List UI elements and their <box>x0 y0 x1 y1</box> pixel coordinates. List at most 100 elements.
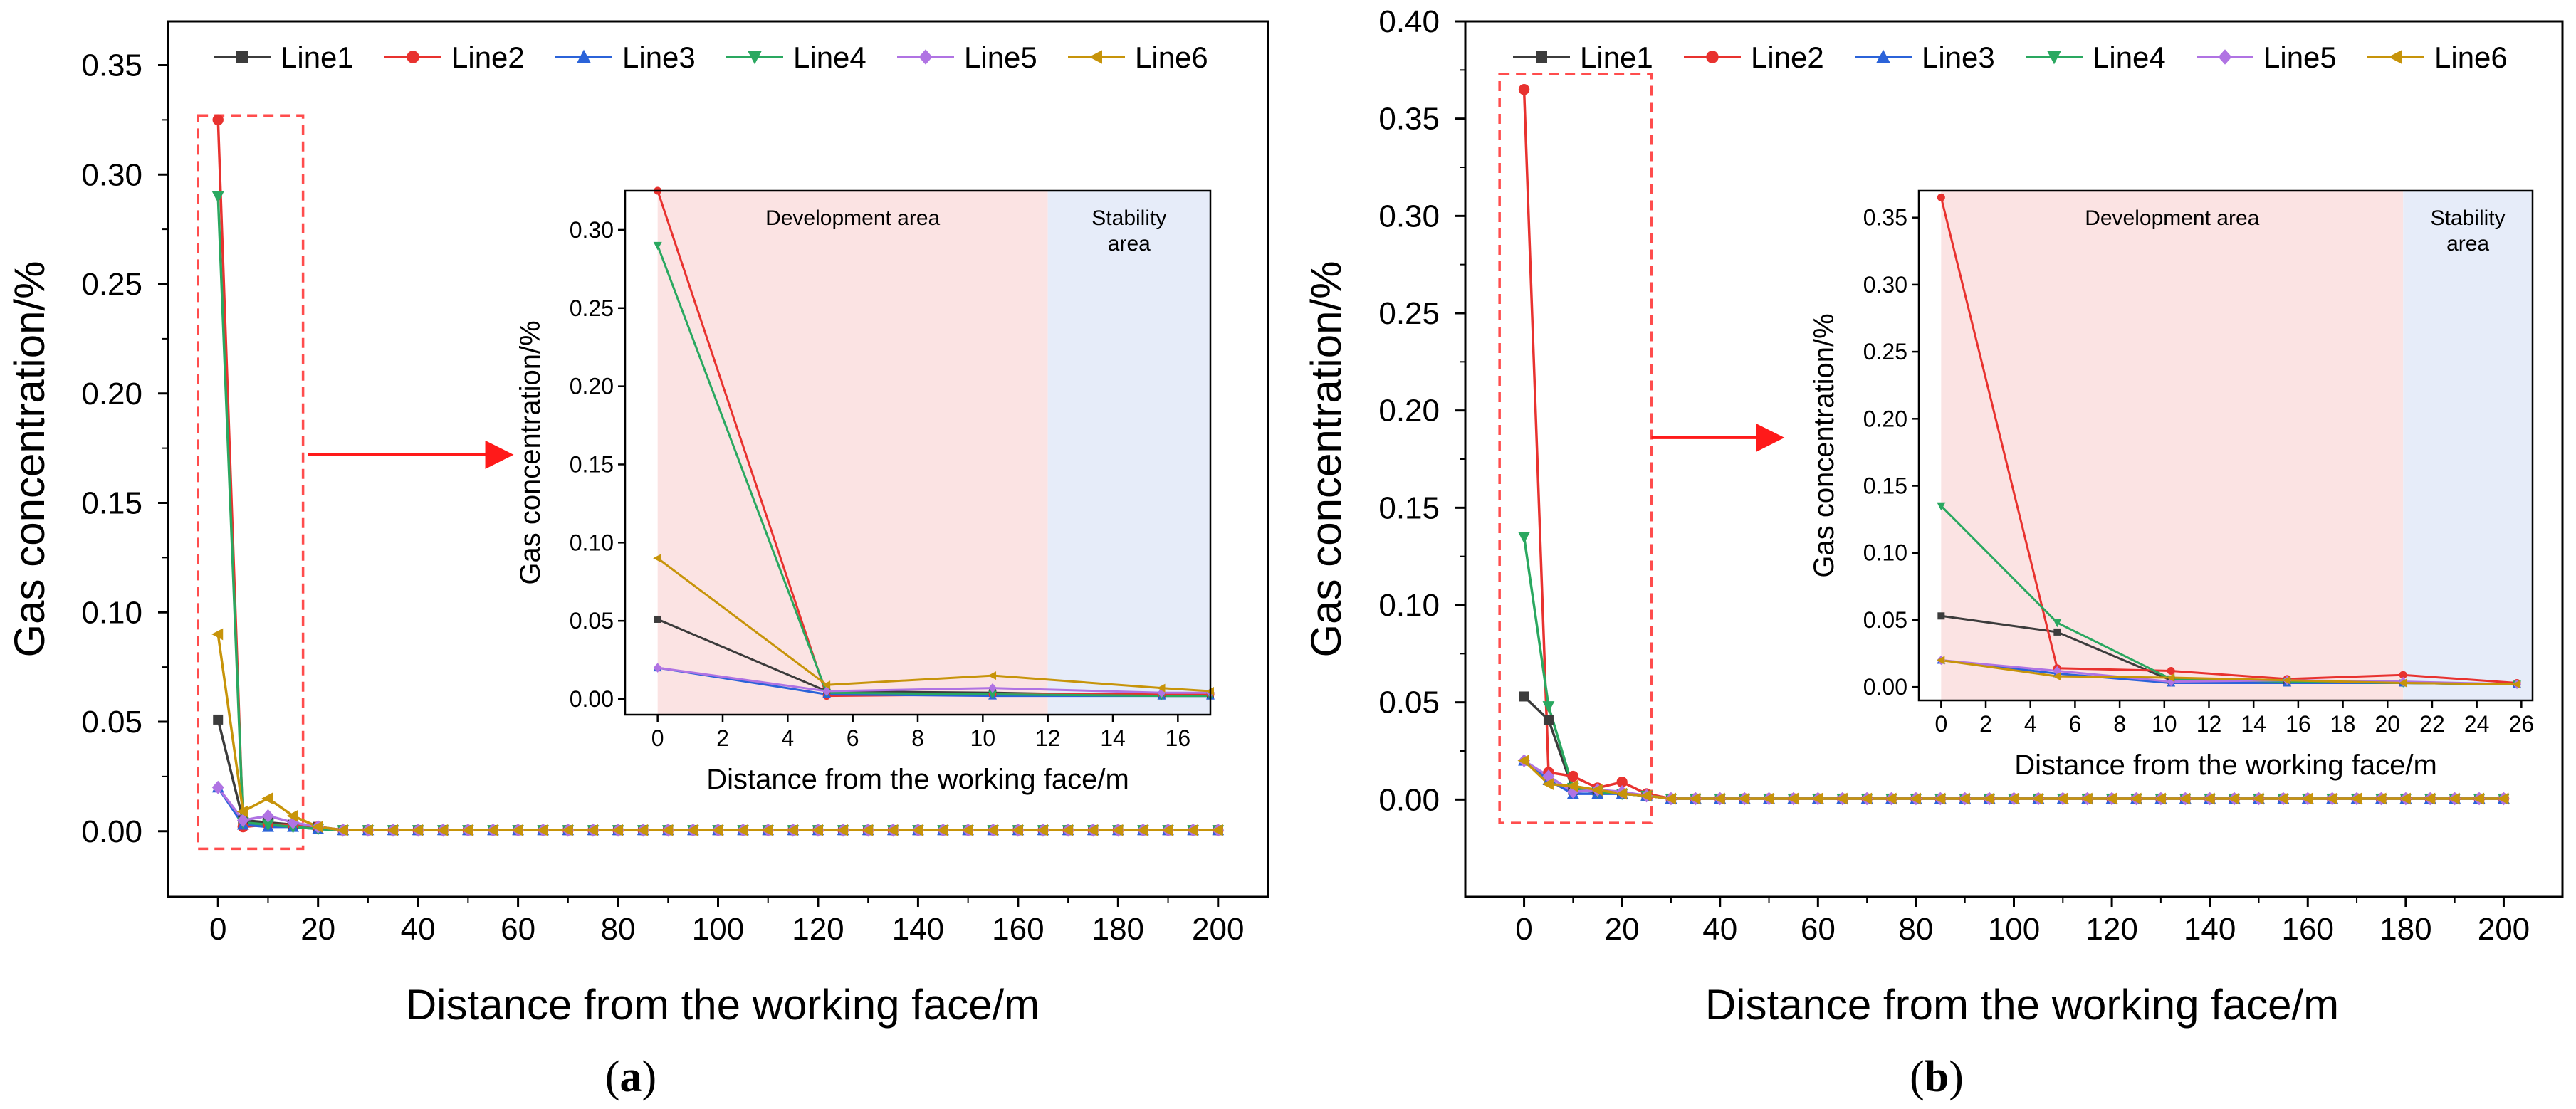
data-point-line1 <box>213 714 224 725</box>
inset-x-tick-label: 8 <box>2113 711 2126 737</box>
data-point-line2 <box>1567 770 1579 782</box>
legend-marker-line4 <box>748 51 762 65</box>
data-point-line6 <box>1087 824 1099 836</box>
legend-marker-line2 <box>1706 51 1719 63</box>
data-point-line6 <box>811 824 823 836</box>
legend-label-line3: Line3 <box>622 41 696 74</box>
legend-label-line2: Line2 <box>1751 41 1824 74</box>
inset-point-line6 <box>1936 656 1945 665</box>
inset-point-line6 <box>2052 672 2061 681</box>
data-point-line6 <box>2031 792 2043 805</box>
data-point-line6 <box>2179 792 2191 805</box>
data-point-line6 <box>2203 792 2215 805</box>
inset-point-line4 <box>1937 502 1946 511</box>
inset-y-tick-label: 0.25 <box>570 295 614 321</box>
inset-frame <box>1917 189 2534 702</box>
inset-y-tick-label: 0.00 <box>1863 674 1907 700</box>
inset-y-tick-label: 0.10 <box>570 530 614 555</box>
data-point-line6 <box>1111 824 1124 836</box>
inset-series-line-line5 <box>1941 658 2518 685</box>
inset-y-tick-label: 0.15 <box>570 451 614 477</box>
data-point-line6 <box>1640 789 1652 802</box>
inset-x-tick-label: 12 <box>1035 725 1061 751</box>
data-point-line6 <box>2007 792 2019 805</box>
y-tick-label: 0.25 <box>1378 296 1440 331</box>
data-point-line6 <box>961 824 973 836</box>
x-tick-label: 160 <box>2282 912 2334 947</box>
x-axis-label-b: Distance from the working face/m <box>1705 981 2339 1029</box>
data-point-line6 <box>261 792 273 805</box>
legend-marker-line5 <box>918 49 933 65</box>
data-point-line6 <box>561 824 573 836</box>
x-tick-label: 20 <box>1605 912 1640 947</box>
data-point-line6 <box>211 628 224 641</box>
y-tick-label: 0.15 <box>1378 490 1440 525</box>
data-point-line6 <box>586 824 598 836</box>
data-point-line6 <box>1934 792 1946 805</box>
data-point-line6 <box>761 824 773 836</box>
legend-label-line1: Line1 <box>1580 41 1653 74</box>
data-point-line5 <box>262 809 274 823</box>
inset-x-tick-label: 4 <box>2024 711 2037 737</box>
inset-x-tick-label: 0 <box>1934 711 1947 737</box>
inset-x-tick-label: 2 <box>716 725 729 751</box>
data-point-line4 <box>1518 532 1530 544</box>
inset-region-label: area <box>2446 232 2489 256</box>
data-point-line6 <box>386 824 399 836</box>
data-point-line6 <box>536 824 548 836</box>
inset-point-line6 <box>1157 683 1166 693</box>
inset-point-line4 <box>653 241 662 251</box>
legend-label-line6: Line6 <box>1135 41 1208 74</box>
inset-y-axis-label: Gas concentration/% <box>515 320 546 584</box>
data-point-line6 <box>2350 792 2362 805</box>
legend-marker-line6 <box>1089 50 1102 64</box>
inset-x-tick-label: 10 <box>2152 711 2177 737</box>
y-tick-label: 0.15 <box>81 486 142 521</box>
inset-region-label: Stability <box>1091 206 1166 230</box>
inset-point-line6 <box>2398 678 2407 688</box>
inset-x-tick-label: 14 <box>2241 711 2266 737</box>
y-tick-label: 0.30 <box>1378 199 1440 233</box>
axis-ticks-a: 0 20 40 60 80 100 120 140 160 180 2000.000.050.100… <box>81 48 1244 947</box>
inset-y-tick-label: 0.15 <box>1863 473 1907 499</box>
inset-x-tick-label: 12 <box>2197 711 2222 737</box>
data-point-line6 <box>1011 824 1023 836</box>
x-tick-label: 80 <box>1898 912 1933 947</box>
data-point-line6 <box>1541 778 1554 790</box>
data-point-line6 <box>2080 792 2093 805</box>
data-point-line1 <box>1543 715 1554 725</box>
data-point-line6 <box>936 824 948 836</box>
data-point-line5 <box>236 813 249 827</box>
legend-label-line5: Line5 <box>964 41 1037 74</box>
panel-label-b: (b) <box>1910 1053 1964 1101</box>
data-point-line6 <box>986 824 998 836</box>
legend-marker-line1 <box>236 51 248 63</box>
y-tick-label: 0.20 <box>1378 394 1440 429</box>
data-point-line6 <box>786 824 798 836</box>
legend-label-line2: Line2 <box>451 41 525 74</box>
inset-x-axis-label: Distance from the working face/m <box>2014 750 2437 781</box>
legend-marker-line4 <box>2047 51 2061 65</box>
data-point-line6 <box>461 824 473 836</box>
data-point-line6 <box>1566 779 1578 792</box>
data-point-line6 <box>1186 824 1198 836</box>
data-point-line6 <box>1738 792 1750 805</box>
inset-x-tick-label: 10 <box>970 725 996 751</box>
data-point-line4 <box>262 819 274 831</box>
x-tick-label: 120 <box>792 912 844 947</box>
legend-label-line3: Line3 <box>1922 41 1995 74</box>
panel-b: 0 20 40 60 80 100 120 140 160 180 2000.000.050.100… <box>1302 4 2564 1101</box>
y-tick-label: 0.40 <box>1378 4 1440 39</box>
x-tick-label: 40 <box>401 912 436 947</box>
data-point-line6 <box>2375 792 2387 805</box>
inset-x-tick-label: 14 <box>1100 725 1126 751</box>
x-tick-label: 140 <box>2184 912 2236 947</box>
data-point-line2 <box>1518 83 1530 95</box>
x-tick-label: 160 <box>992 912 1044 947</box>
inset-region-label: Stability <box>2431 206 2506 230</box>
inset-y-tick-label: 0.20 <box>570 374 614 399</box>
inset-point-line2 <box>2399 671 2407 679</box>
data-point-line6 <box>1713 792 1725 805</box>
